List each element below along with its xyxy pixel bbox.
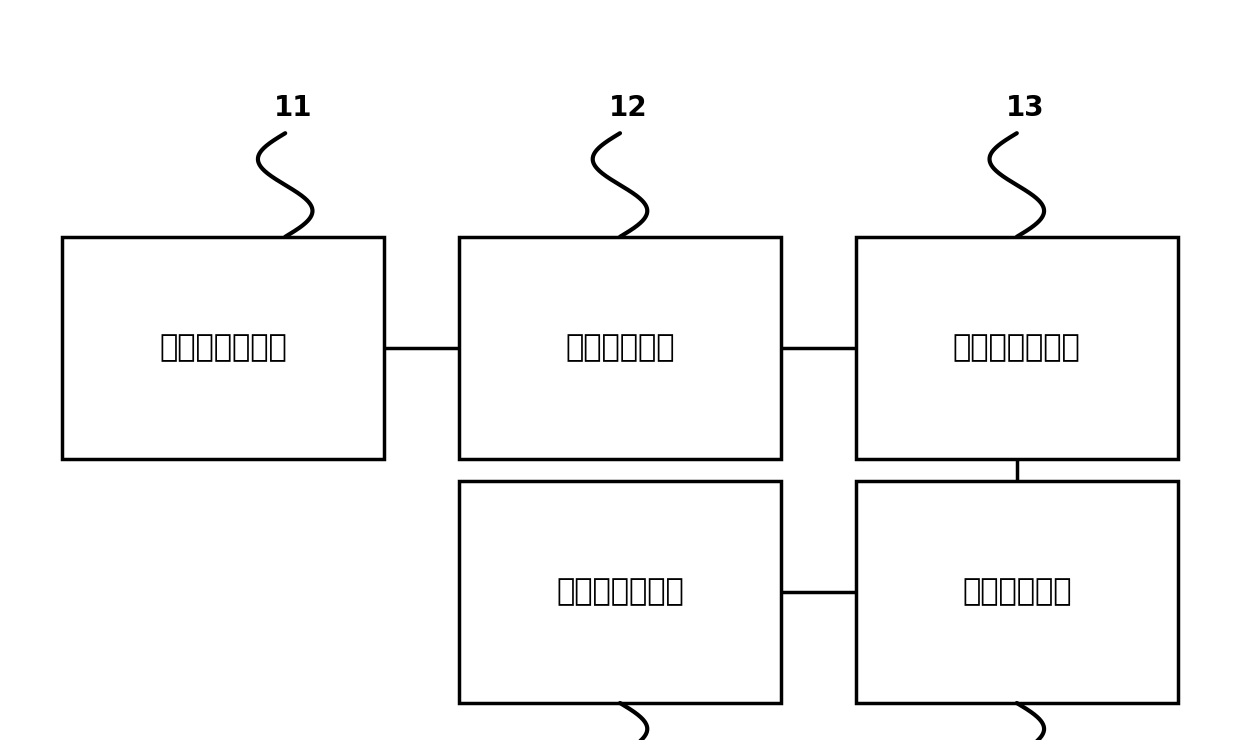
Text: 13: 13: [1006, 94, 1044, 122]
Bar: [856, 481, 1178, 703]
Text: 第二均流电感: 第二均流电感: [962, 577, 1071, 607]
Bar: [459, 237, 781, 459]
Text: 12: 12: [609, 94, 647, 122]
Bar: [62, 237, 384, 459]
Text: 第一子控制电路: 第一子控制电路: [159, 333, 288, 363]
Bar: [856, 237, 1178, 459]
Text: 11: 11: [274, 94, 312, 122]
Text: 第一均流电感: 第一均流电感: [565, 333, 675, 363]
Text: 第三子控制电路: 第三子控制电路: [556, 577, 684, 607]
Text: 第二子控制电路: 第二子控制电路: [952, 333, 1081, 363]
Bar: [459, 481, 781, 703]
